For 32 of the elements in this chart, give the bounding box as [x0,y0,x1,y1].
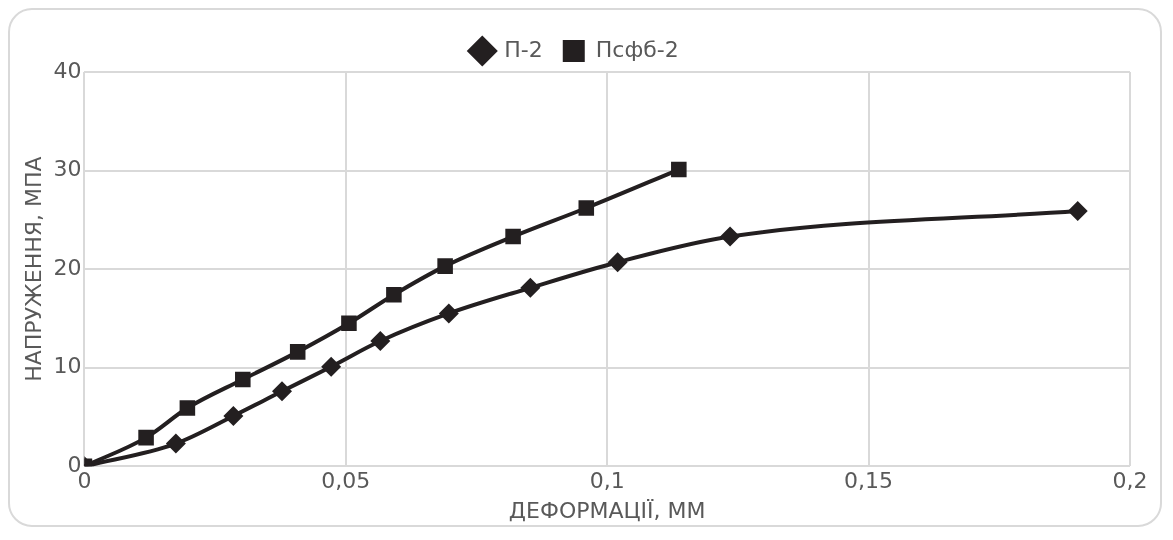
x-tick-label: 0,2 [1112,468,1148,494]
point [289,344,306,360]
point [671,161,687,178]
point [272,381,293,402]
y-tick-label: 20 [53,254,82,280]
y-tick-label: 10 [53,353,82,379]
x-tick-label: 0,15 [844,468,894,494]
point [720,226,741,247]
point [1067,200,1088,221]
point [578,200,595,216]
point [520,277,541,298]
y-tick-label: 40 [53,57,82,83]
x-axis-title: ДЕФОРМАЦІЇ, ММ [508,497,706,523]
point [138,429,154,446]
legend-label: Псфб-2 [595,36,679,62]
point [370,331,391,352]
point [179,400,196,416]
y-axis-title: НАПРУЖЕННЯ, МПА [20,156,46,382]
point [165,433,186,454]
point [223,405,244,426]
point [437,258,453,274]
point [438,303,459,324]
legend-label: П-2 [504,36,543,62]
point [386,286,402,303]
x-tick-label: 0,1 [589,468,625,494]
point [235,371,251,388]
point [505,228,521,245]
point [607,252,628,273]
point [321,356,342,377]
x-tick-label: 0,05 [321,468,371,494]
point [341,315,357,332]
y-tick-label: 30 [53,156,82,182]
